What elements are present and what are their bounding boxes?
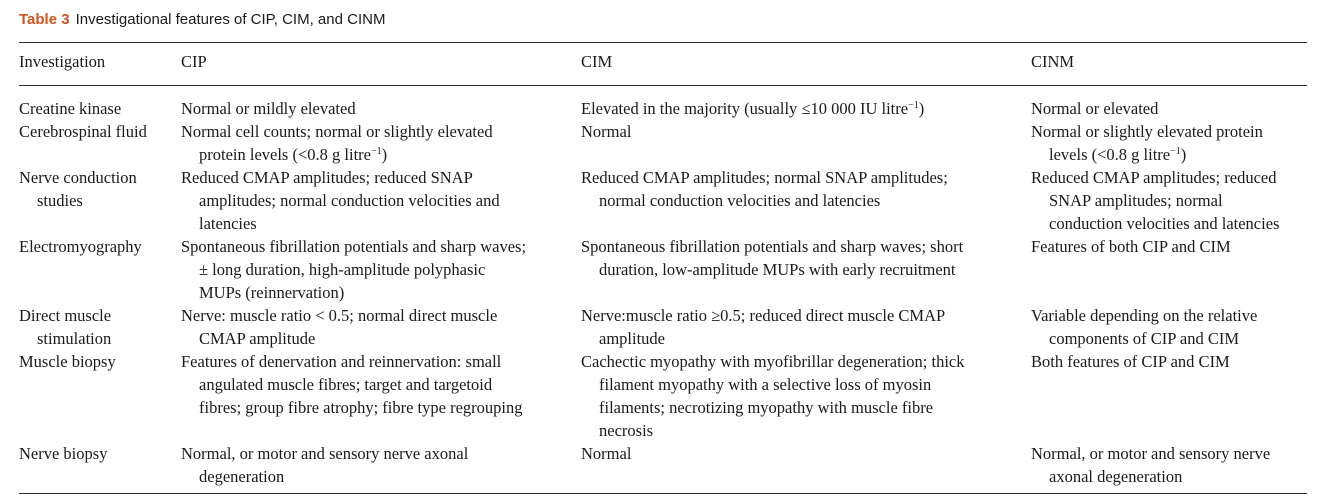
cip-cell: Normal or mildly elevated (181, 97, 576, 120)
cinm-cell: Variable depending on the relative compon… (1031, 304, 1316, 350)
cell-line: fibres; group fibre atrophy; fibre type … (199, 398, 523, 417)
cip-cell: Reduced CMAP amplitudes; reduced SNAP amp… (181, 166, 576, 235)
cell-line: conduction velocities and latencies (1049, 214, 1280, 233)
cell-line: Elevated in the majority (usually ≤10 00… (581, 99, 925, 118)
cip-cell: Spontaneous fibrillation potentials and … (181, 235, 576, 304)
cell-line: Nerve conduction (19, 168, 137, 187)
cell-line: amplitudes; normal conduction velocities… (199, 191, 500, 210)
cell-line: Creatine kinase (19, 99, 122, 118)
bottom-rule (19, 493, 1307, 494)
cell-line: Reduced CMAP amplitudes; reduced (1031, 168, 1277, 187)
cell-line: necrosis (599, 421, 654, 440)
cell-line: Spontaneous fibrillation potentials and … (181, 237, 527, 256)
cell-line: SNAP amplitudes; normal (1049, 191, 1223, 210)
cell-line: latencies (199, 214, 257, 233)
cell-line: filaments; necrotizing myopathy with mus… (599, 398, 934, 417)
top-rule (19, 42, 1307, 43)
cell-line: MUPs (reinnervation) (199, 283, 345, 302)
cim-cell: Reduced CMAP amplitudes; normal SNAP amp… (581, 166, 1021, 212)
investigation-cell: Cerebrospinal fluid (19, 120, 179, 143)
cell-line: Electromyography (19, 237, 142, 256)
header-cip: CIP (181, 52, 207, 71)
table-title: Investigational features of CIP, CIM, an… (75, 11, 386, 28)
cell-line: amplitude (599, 329, 665, 348)
cell-line: Nerve: muscle ratio < 0.5; normal direct… (181, 306, 498, 325)
cip-cell: Normal cell counts; normal or slightly e… (181, 120, 576, 166)
investigation-cell: Nerve conduction studies (19, 166, 179, 212)
cell-line: Variable depending on the relative (1031, 306, 1258, 325)
table-label: Table 3 (19, 11, 70, 28)
header-investigation: Investigation (19, 52, 106, 71)
cell-line: components of CIP and CIM (1049, 329, 1240, 348)
cell-line: Normal cell counts; normal or slightly e… (181, 122, 493, 141)
cinm-cell: Normal or slightly elevated protein level… (1031, 120, 1316, 166)
cell-line: Normal or slightly elevated protein (1031, 122, 1263, 141)
investigation-cell: Direct muscle stimulation (19, 304, 179, 350)
cell-line: levels (<0.8 g litre−1) (1049, 145, 1187, 164)
cell-line: Reduced CMAP amplitudes; reduced SNAP (181, 168, 473, 187)
cell-line: duration, low-amplitude MUPs with early … (599, 260, 956, 279)
cell-line: protein levels (<0.8 g litre−1) (199, 145, 388, 164)
investigation-cell: Creatine kinase (19, 97, 179, 120)
cell-line: Spontaneous fibrillation potentials and … (581, 237, 964, 256)
cinm-cell: Normal or elevated (1031, 97, 1316, 120)
cell-line: Both features of CIP and CIM (1031, 352, 1230, 371)
cim-cell: Spontaneous fibrillation potentials and … (581, 235, 1021, 281)
cinm-cell: Reduced CMAP amplitudes; reduced SNAP amp… (1031, 166, 1316, 235)
cell-line: degeneration (199, 467, 285, 486)
cell-line: Normal or mildly elevated (181, 99, 356, 118)
cell-line: angulated muscle fibres; target and targ… (199, 375, 493, 394)
cell-line: CMAP amplitude (199, 329, 316, 348)
cip-cell: Features of denervation and reinnervatio… (181, 350, 576, 419)
cell-line: Features of denervation and reinnervatio… (181, 352, 502, 371)
cinm-cell: Both features of CIP and CIM (1031, 350, 1316, 373)
cim-cell: Cachectic myopathy with myofibrillar deg… (581, 350, 1021, 442)
header-cim: CIM (581, 52, 613, 71)
cim-cell: Normal (581, 120, 1021, 143)
cell-line: Normal, or motor and sensory nerve (1031, 444, 1271, 463)
cell-line: Cerebrospinal fluid (19, 122, 147, 141)
cell-line: Normal (581, 122, 632, 141)
cell-line: axonal degeneration (1049, 467, 1183, 486)
table-caption: Table 3 Investigational features of CIP, … (19, 11, 385, 29)
cell-line: Cachectic myopathy with myofibrillar deg… (581, 352, 965, 371)
cell-line: normal conduction velocities and latenci… (599, 191, 881, 210)
cinm-cell: Normal, or motor and sensory nerve axonal… (1031, 442, 1316, 488)
cell-line: Normal, or motor and sensory nerve axona… (181, 444, 469, 463)
cim-cell: Elevated in the majority (usually ≤10 00… (581, 97, 1021, 120)
header-rule (19, 85, 1307, 86)
cell-line: Nerve biopsy (19, 444, 108, 463)
cell-line: Muscle biopsy (19, 352, 116, 371)
cell-line: Direct muscle (19, 306, 112, 325)
cell-line: stimulation (37, 329, 112, 348)
cim-cell: Nerve:muscle ratio ≥0.5; reduced direct … (581, 304, 1021, 350)
cell-line: Normal or elevated (1031, 99, 1159, 118)
cell-line: Normal (581, 444, 632, 463)
cip-cell: Normal, or motor and sensory nerve axona… (181, 442, 576, 488)
investigation-cell: Nerve biopsy (19, 442, 179, 465)
cinm-cell: Features of both CIP and CIM (1031, 235, 1316, 258)
cim-cell: Normal (581, 442, 1021, 465)
investigation-cell: Electromyography (19, 235, 179, 258)
cip-cell: Nerve: muscle ratio < 0.5; normal direct… (181, 304, 576, 350)
header-cinm: CINM (1031, 52, 1075, 71)
cell-line: Features of both CIP and CIM (1031, 237, 1231, 256)
cell-line: Nerve:muscle ratio ≥0.5; reduced direct … (581, 306, 946, 325)
investigation-cell: Muscle biopsy (19, 350, 179, 373)
cell-line: studies (37, 191, 83, 210)
cell-line: Reduced CMAP amplitudes; normal SNAP amp… (581, 168, 948, 187)
cell-line: ± long duration, high-amplitude polyphas… (199, 260, 486, 279)
cell-line: filament myopathy with a selective loss … (599, 375, 932, 394)
